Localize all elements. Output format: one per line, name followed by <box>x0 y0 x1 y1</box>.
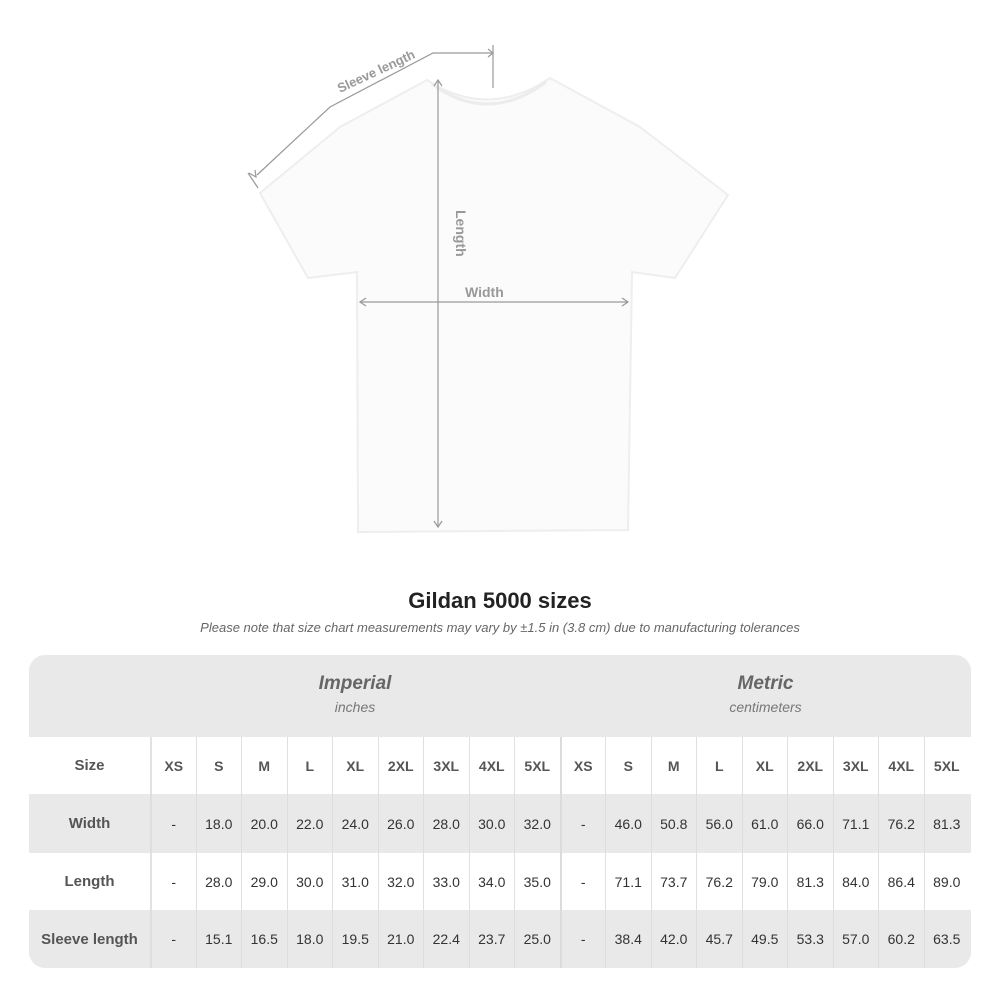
imperial-value: 32.0 <box>514 794 560 853</box>
tshirt-diagram: Sleeve length Length Width <box>247 45 730 534</box>
size-header-imperial: M <box>241 737 287 794</box>
metric-value: 86.4 <box>878 853 924 910</box>
metric-value: 81.3 <box>787 853 833 910</box>
imperial-value: 20.0 <box>241 794 287 853</box>
metric-value: 57.0 <box>832 910 879 968</box>
size-label: Size <box>74 757 105 774</box>
row-label: Sleeve length <box>41 930 138 948</box>
row-label: Width <box>68 815 111 832</box>
metric-value: 60.2 <box>878 910 924 968</box>
size-header-metric: 4XL <box>878 737 924 794</box>
size-header-imperial: 5XL <box>514 737 560 794</box>
metric-value: 61.0 <box>741 794 788 853</box>
metric-value: 56.0 <box>696 794 742 853</box>
metric-value: 49.5 <box>741 910 788 968</box>
imperial-value: 31.0 <box>332 853 378 910</box>
metric-value: 71.1 <box>605 853 651 910</box>
size-header-imperial: XL <box>332 737 378 794</box>
imperial-value: 28.0 <box>195 853 242 910</box>
imperial-value: 26.0 <box>377 794 424 853</box>
metric-value: 63.5 <box>923 910 970 968</box>
size-header-metric: XS <box>559 737 606 794</box>
imperial-value: 30.0 <box>468 794 515 853</box>
imperial-value: 29.0 <box>241 853 287 910</box>
imperial-value: - <box>150 794 196 853</box>
imperial-unit: inches <box>334 699 376 715</box>
metric-value: 89.0 <box>923 853 970 910</box>
page-title: Gildan 5000 sizes <box>408 588 592 613</box>
size-header-imperial: 2XL <box>377 737 424 794</box>
imperial-title: Imperial <box>318 673 392 694</box>
metric-value: 53.3 <box>787 910 833 968</box>
table-row: Width -18.0 20.0 22.0 24.0 26.0 28.0 30.0 32.0-4… <box>29 794 971 853</box>
imperial-value: 22.4 <box>423 910 469 968</box>
metric-value: 81.3 <box>923 794 970 853</box>
metric-value: 66.0 <box>787 794 833 853</box>
imperial-value: 19.5 <box>332 910 378 968</box>
imperial-value: 18.0 <box>195 794 242 853</box>
metric-header: Metric centimeters <box>560 655 971 737</box>
metric-value: - <box>559 910 606 968</box>
imperial-value: 16.5 <box>241 910 287 968</box>
metric-value: 76.2 <box>878 794 924 853</box>
metric-title: Metric <box>737 673 794 694</box>
imperial-value: 35.0 <box>514 853 560 910</box>
imperial-value: 18.0 <box>286 910 333 968</box>
metric-unit: centimeters <box>729 699 802 715</box>
imperial-value: 24.0 <box>332 794 378 853</box>
size-header-metric: XL <box>741 737 788 794</box>
imperial-header: Imperial inches <box>150 655 560 737</box>
metric-value: - <box>559 794 606 853</box>
table-row: Length -28.0 29.0 30.0 31.0 32.0 33.0 34.0 35.0-… <box>29 853 971 910</box>
row-label: Length <box>64 873 115 890</box>
size-header-metric: 5XL <box>923 737 970 794</box>
size-header-imperial: S <box>195 737 242 794</box>
size-chart-table: Imperial inches Metric centimeters Size X… <box>29 655 971 968</box>
imperial-value: - <box>150 910 196 968</box>
sleeve-length-line <box>256 52 493 176</box>
size-header-imperial: L <box>286 737 333 794</box>
metric-value: 38.4 <box>605 910 651 968</box>
metric-value: 84.0 <box>832 853 879 910</box>
metric-value: 76.2 <box>696 853 742 910</box>
length-label: Length <box>453 210 469 257</box>
metric-value: 46.0 <box>605 794 651 853</box>
size-header-metric: S <box>605 737 651 794</box>
tshirt-image <box>258 76 730 534</box>
imperial-value: 15.1 <box>195 910 242 968</box>
metric-value: 79.0 <box>741 853 788 910</box>
metric-value: 45.7 <box>696 910 742 968</box>
imperial-value: - <box>150 853 196 910</box>
imperial-value: 32.0 <box>377 853 424 910</box>
metric-value: 71.1 <box>832 794 879 853</box>
imperial-value: 21.0 <box>377 910 424 968</box>
size-header-imperial: 3XL <box>423 737 469 794</box>
imperial-value: 30.0 <box>286 853 333 910</box>
imperial-value: 25.0 <box>514 910 560 968</box>
size-header-imperial: 4XL <box>468 737 515 794</box>
table-row: Sleeve length -15.1 16.5 18.0 19.5 21.0 22.4 23… <box>29 910 971 968</box>
size-header-metric: 3XL <box>832 737 879 794</box>
metric-value: - <box>559 853 606 910</box>
imperial-value: 34.0 <box>468 853 515 910</box>
metric-value: 42.0 <box>650 910 697 968</box>
imperial-value: 23.7 <box>468 910 515 968</box>
sleeve-length-label: Sleeve length <box>335 47 417 96</box>
table-header-row: Size XS S M L XL 2XL 3XL 4XL 5XL XS S M L XL 2XL 3XL 4XL 5… <box>29 737 971 794</box>
tolerance-note: Please note that size chart measurements… <box>200 620 800 635</box>
size-header-metric: L <box>696 737 742 794</box>
size-header-metric: M <box>650 737 697 794</box>
imperial-value: 22.0 <box>286 794 333 853</box>
measure-lines <box>247 45 630 529</box>
metric-value: 50.8 <box>650 794 697 853</box>
imperial-value: 33.0 <box>423 853 469 910</box>
metric-value: 73.7 <box>650 853 697 910</box>
size-header-imperial: XS <box>150 737 196 794</box>
size-header-metric: 2XL <box>787 737 833 794</box>
imperial-value: 28.0 <box>423 794 469 853</box>
width-label: Width <box>465 284 504 300</box>
